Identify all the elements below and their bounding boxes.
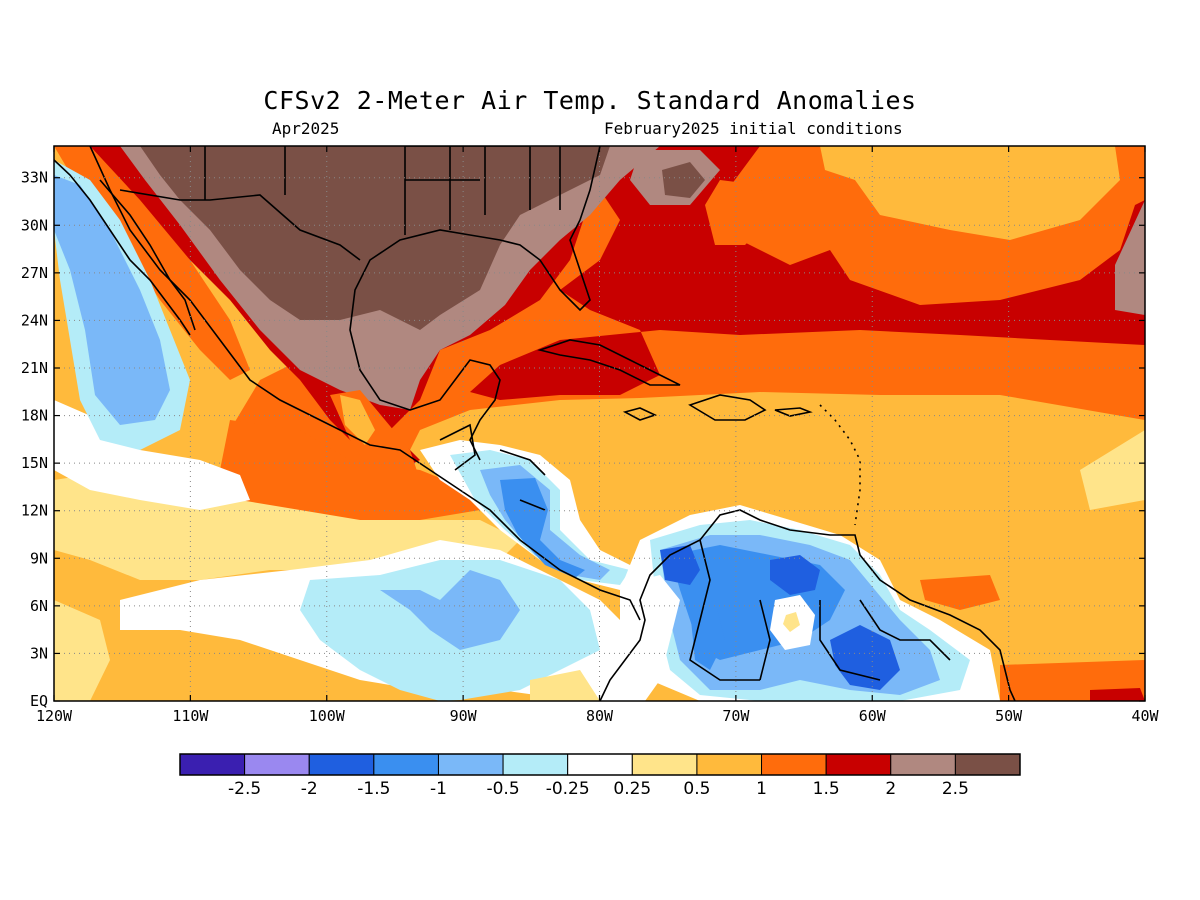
lon-tick-label: 80W [586,707,614,725]
map-title: CFSv2 2-Meter Air Temp. Standard Anomali… [263,86,917,115]
lat-tick-label: 27N [21,264,48,282]
colorbar-frame [179,753,1021,776]
contour-sa-blue5 [770,555,820,595]
colorbar-label: -2 [301,779,318,799]
lon-tick-label: 110W [172,707,209,725]
contour-sa-blue-west [690,600,725,670]
coast-cuba [537,339,681,386]
lat-tick-label: EQ [30,692,48,710]
contour-sa-blue4 [830,625,900,690]
colorbar-label: 1 [756,779,767,799]
anomaly-field [54,146,1145,701]
colorbar: -2.5 -2 -1.5 -1 -0.5 -0.25 0.25 0.5 1 1.5 2 2.5 [179,753,1021,799]
colorbar-label: -1 [430,779,447,799]
colorbar-swatch [373,753,439,776]
colorbar-label: -0.25 [546,779,590,799]
contour-sa-orange-spot [920,575,1000,610]
coastlines [54,146,1016,701]
lat-tick-label: 12N [21,502,48,520]
gridlines [54,146,1145,701]
colorbar-label: 1.5 [813,779,840,799]
lat-tick-label: 24N [21,311,48,329]
colorbar-swatch [567,753,633,776]
contour-pacific-west-blue [54,175,170,425]
colorbar-label: -1.5 [357,779,390,799]
lon-tick-label: 50W [995,707,1023,725]
valid-month-label: Apr2025 [272,119,340,138]
lat-tick-label: 18N [21,407,48,425]
lon-tick-label: 90W [450,707,478,725]
colorbar-label: 0.5 [683,779,710,799]
lon-tick-label: 120W [36,707,73,725]
colorbar-label: 0.25 [613,779,651,799]
contour-atlantic-brown [662,162,705,198]
colorbar-label: -0.5 [486,779,519,799]
coast-hispaniola [688,394,767,421]
contour-sa-white-west [605,575,680,701]
colorbar-swatch [825,753,892,776]
coast-lesser-antilles [819,404,861,526]
lat-tick-label: 33N [21,169,48,187]
coast-gulf-mexico [349,146,601,461]
lon-tick-label: 60W [859,707,887,725]
lon-tick-label: 100W [309,707,346,725]
lat-tick-label: 15N [21,454,48,472]
lat-tick-label: 6N [30,597,48,615]
contour-sa-yellow-bottom [530,670,600,701]
coast-south-america [599,509,1016,701]
axes: 120W 110W 100W 90W 80W 70W 60W 50W 40W EQ 3N 6N 9N 12… [21,146,1160,725]
lat-tick-label: 9N [30,549,48,567]
coast-pacific-mexico [89,146,641,621]
lat-tick-label: 3N [30,644,48,662]
colorbar-swatch [437,753,504,776]
contour-gulf-yellow-lobe [340,395,375,445]
colorbar-swatch [954,753,1021,776]
border-central-america [439,423,546,511]
colorbar-label: -2.5 [228,779,261,799]
border-sa-countries [689,539,951,681]
border-us-mexico [119,189,361,261]
contour-se-red [1090,688,1145,701]
contour-pacific-south-blue [380,570,520,650]
colorbar-swatch [890,753,956,776]
lon-tick-label: 70W [722,707,750,725]
lat-tick-label: 21N [21,359,48,377]
colorbar-swatch [179,753,246,776]
contour-atlantic-yellow-patch [820,146,1120,240]
lat-tick-label: 30N [21,216,48,234]
colorbar-swatch [244,753,310,776]
coast-puerto-rico [774,407,813,417]
contour-na-brown [140,146,610,330]
colorbar-swatch [308,753,375,776]
colorbar-label: 2.5 [942,779,969,799]
coast-baja [54,159,196,336]
colorbar-swatch [502,753,569,776]
contour-atlantic-orange-patch [705,180,770,245]
contour-atlantic-yellow-light [1080,430,1145,510]
contour-pacific-yellow-bottom [54,600,110,701]
lon-tick-label: 40W [1131,707,1159,725]
colorbar-swatch [761,753,827,776]
colorbar-swatch [696,753,763,776]
contour-east-brown [1115,200,1145,315]
contour-central-america-blue2 [500,478,585,578]
contour-atlantic-red [470,146,1145,400]
contour-sa-yellow-spot [783,612,800,632]
initial-conditions-label: February2025 initial conditions [604,119,903,138]
colorbar-swatch [631,753,698,776]
contour-pacific-orange [220,420,480,525]
colorbar-label: 2 [885,779,896,799]
coast-jamaica [622,407,658,421]
